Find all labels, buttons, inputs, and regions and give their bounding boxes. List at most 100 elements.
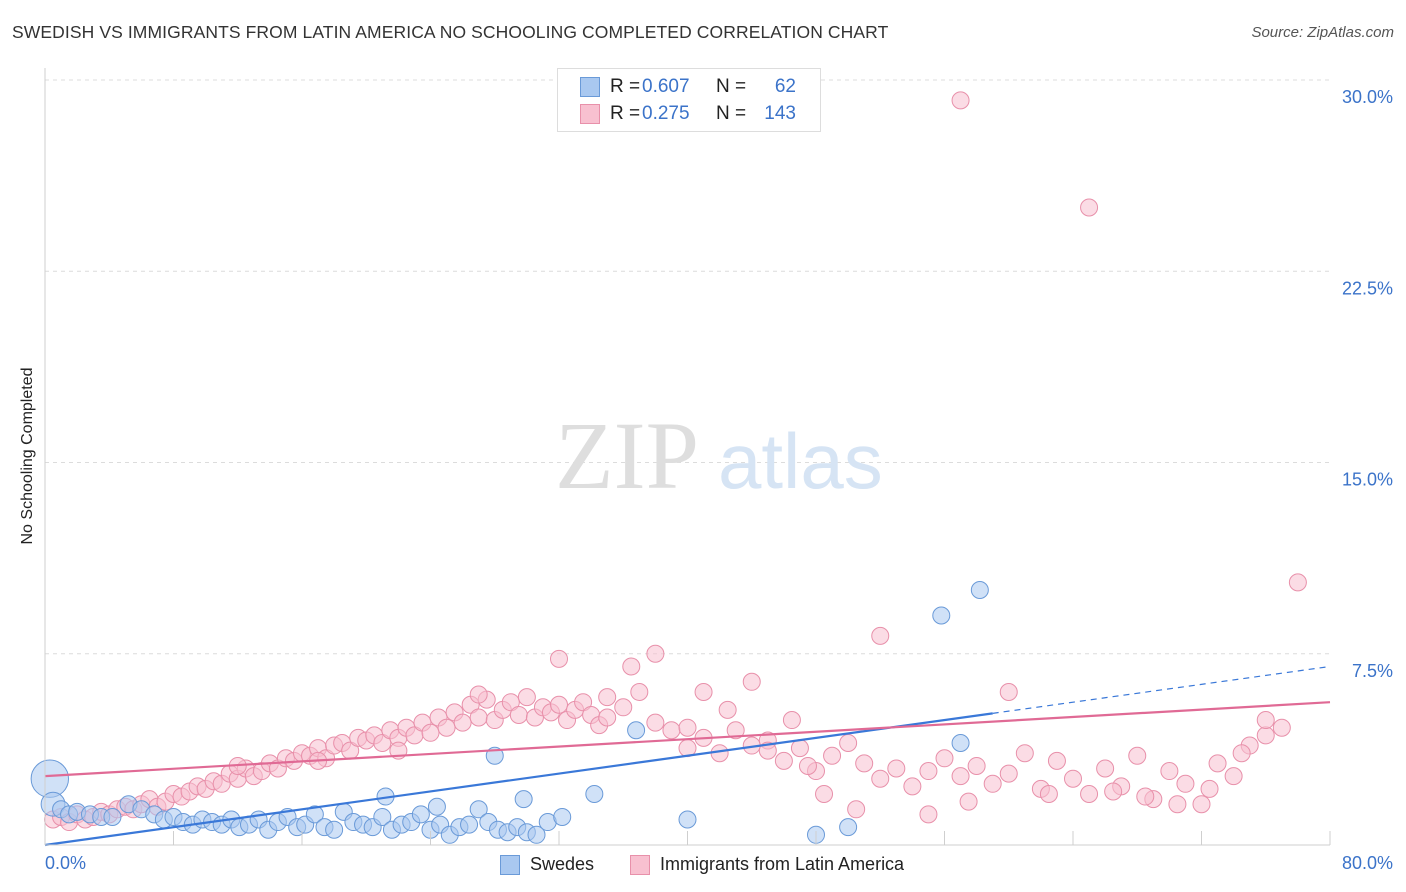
latin-point (517, 688, 536, 707)
swede-point (373, 807, 392, 826)
latin-point (598, 688, 617, 707)
latin-point (469, 708, 488, 727)
swede-point (527, 825, 546, 844)
watermark-zip: ZIP (555, 402, 699, 509)
latin-point (1064, 769, 1082, 788)
latin-point (646, 713, 665, 732)
swede-point (305, 805, 324, 824)
n-value: 143 (764, 103, 796, 124)
latin-point (1168, 795, 1187, 814)
latin-point (967, 756, 986, 775)
y-tick-label: 30.0% (1342, 87, 1393, 107)
swede-point (469, 800, 488, 819)
series-legend: Swedes Immigrants from Latin America (0, 852, 1406, 878)
latin-point (887, 759, 906, 778)
latin-point (815, 785, 834, 803)
latin-point (501, 693, 520, 712)
latin-point (694, 683, 713, 701)
y-tick-label: 22.5% (1342, 278, 1393, 298)
swede-point (678, 810, 697, 829)
source-label: Source: ZipAtlas.com (1251, 24, 1394, 41)
latin-point (1208, 754, 1227, 773)
latin-point (1128, 746, 1147, 765)
latin-point (1104, 782, 1123, 801)
gridlines: 7.5% 15.0% 22.5% 30.0% (45, 79, 1393, 681)
swede-point (460, 815, 479, 834)
y-tick-label: 15.0% (1342, 470, 1393, 490)
swedes-trend-line (44, 712, 993, 847)
latin-trend-line (44, 701, 1331, 778)
latin-point (1200, 779, 1219, 798)
latin-point (839, 734, 858, 752)
swede-point (30, 759, 70, 798)
x-tick-label: 80.0% (1342, 853, 1393, 873)
latin-point (1288, 573, 1307, 592)
legend-swatch-latin (630, 854, 650, 875)
latin-point (999, 683, 1018, 701)
latin-point (823, 746, 842, 765)
watermark: ZIP atlas (555, 402, 883, 509)
axes: 0.0% 80.0% (44, 68, 1393, 873)
latin-point (678, 718, 697, 737)
latin-point (951, 767, 970, 786)
latin-point (726, 721, 745, 740)
latin-point (935, 749, 954, 768)
latin-point (951, 91, 970, 110)
latin-point (574, 693, 593, 712)
swede-point (325, 820, 344, 839)
latin-point (1160, 762, 1179, 781)
latin-point (742, 672, 761, 691)
legend-swatch-swedes (500, 854, 520, 875)
latin-point (1232, 744, 1251, 763)
latin-point (622, 657, 641, 676)
legend-item-latin[interactable]: Immigrants from Latin America (630, 854, 904, 875)
latin-point (509, 705, 528, 724)
latin-point (983, 774, 1002, 793)
latin-point (421, 723, 440, 742)
legend-swatch-swedes (580, 77, 600, 97)
x-tick-label: 0.0% (45, 853, 86, 873)
swede-point (627, 721, 646, 740)
data-points (30, 91, 1307, 844)
r-value: 0.275 (642, 103, 690, 124)
legend-label-latin: Immigrants from Latin America (660, 854, 905, 874)
latin-point (790, 739, 809, 758)
latin-point (871, 626, 890, 645)
swede-point (932, 606, 951, 625)
swede-point (839, 818, 858, 837)
latin-point (847, 800, 866, 819)
latin-point (550, 649, 568, 668)
latin-point (1136, 787, 1155, 806)
n-value: 62 (774, 76, 796, 97)
swede-point (970, 581, 989, 599)
watermark-atlas: atlas (718, 417, 883, 505)
swede-point (585, 785, 604, 803)
legend-label-swedes: Swedes (530, 854, 595, 874)
latin-point (999, 764, 1018, 783)
legend-swatch-latin (580, 104, 600, 124)
legend-row-swedes: R = 0.607 N = 62 (580, 75, 796, 99)
latin-point (1272, 718, 1291, 737)
y-tick-label: 7.5% (1352, 661, 1393, 681)
latin-point (1256, 711, 1275, 730)
latin-point (1080, 785, 1099, 803)
latin-point (782, 711, 801, 730)
latin-point (1192, 795, 1211, 814)
latin-point (1039, 785, 1058, 803)
swede-point (514, 790, 533, 809)
latin-point (550, 695, 568, 714)
swede-point (411, 805, 430, 824)
trend-lines (44, 665, 1331, 847)
latin-point (919, 805, 938, 824)
latin-point (1047, 751, 1066, 770)
latin-point (919, 762, 938, 781)
swede-point (427, 797, 446, 816)
swedes-trend-extension (992, 665, 1331, 714)
legend-item-swedes[interactable]: Swedes (500, 854, 594, 875)
legend-row-latin: R = 0.275 N = 143 (580, 102, 796, 126)
latin-point (774, 751, 793, 770)
chart-title: SWEDISH VS IMMIGRANTS FROM LATIN AMERICA… (12, 22, 889, 42)
latin-point (871, 769, 890, 788)
n-label: N = (716, 76, 747, 97)
